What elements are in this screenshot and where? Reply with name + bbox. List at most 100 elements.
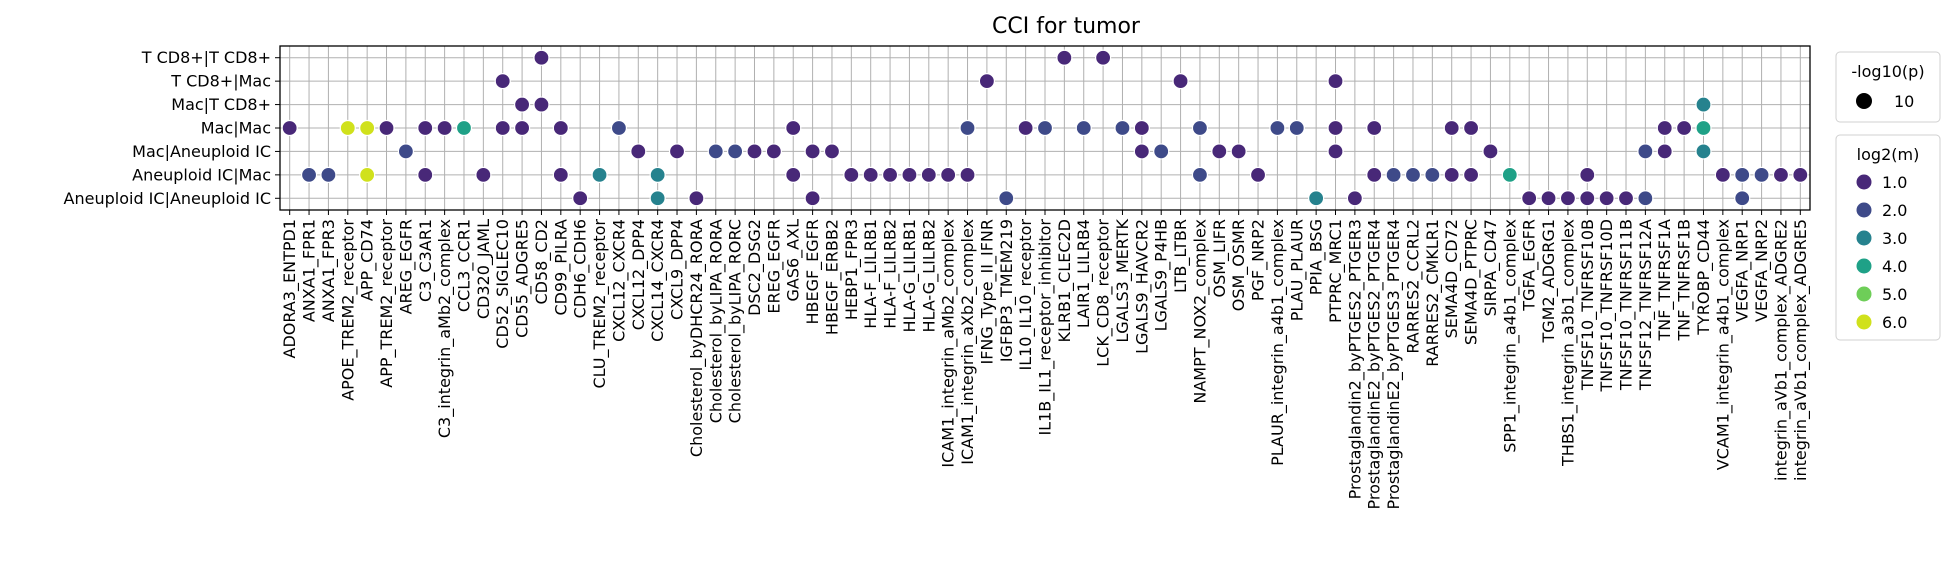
color-legend-label: 6.0 — [1882, 313, 1907, 332]
data-point — [1288, 119, 1305, 137]
x-tick-label: CD320_JAML — [474, 219, 494, 319]
x-tick-label: CXCL12_DPP4 — [629, 219, 649, 330]
data-point — [765, 143, 782, 160]
color-legend-marker — [1856, 202, 1872, 218]
data-point — [417, 166, 434, 183]
x-tick-label: SPP1_integrin_a4b1_complex — [1500, 219, 1520, 453]
data-point — [513, 96, 531, 113]
data-point — [746, 143, 763, 160]
x-tick-label: TNFSF10_TNFRSF10D — [1597, 219, 1617, 392]
x-tick-label: TGM2_ADGRG1 — [1539, 219, 1559, 344]
data-point — [1734, 190, 1751, 207]
data-point — [1695, 119, 1712, 137]
data-point — [785, 166, 802, 183]
data-point — [920, 166, 937, 183]
data-point — [1598, 190, 1615, 207]
data-point — [591, 166, 608, 183]
data-point — [1017, 119, 1034, 137]
x-tick-label: CD99_PILRA — [551, 219, 571, 316]
data-point — [281, 119, 298, 137]
data-point — [1540, 190, 1557, 207]
x-tick-label: CXCL9_DPP4 — [668, 219, 688, 320]
x-tick-label: DSC2_DSG2 — [745, 219, 765, 316]
data-point — [901, 166, 918, 183]
data-point — [1133, 143, 1150, 160]
data-point — [1637, 190, 1654, 207]
x-tick-label: CCL3_CCR1 — [454, 219, 474, 312]
data-point — [1501, 166, 1518, 183]
x-tick-label: TNFSF12_TNFRSF12A — [1636, 219, 1656, 391]
data-point — [1579, 166, 1596, 183]
x-tick-label: APOE_TREM2_receptor — [338, 219, 358, 401]
color-legend-marker — [1856, 286, 1872, 302]
data-point — [1036, 119, 1054, 137]
data-point — [1462, 166, 1480, 183]
data-point — [359, 166, 376, 183]
data-point — [1695, 96, 1712, 113]
data-point — [1133, 119, 1150, 137]
x-tick-label: IGFBP3_TMEM219 — [997, 219, 1017, 362]
x-tick-label: HBEGF_EGFR — [803, 219, 823, 325]
size-legend-label: 10 — [1894, 92, 1914, 111]
y-tick-label: Mac|T CD8+ — [171, 95, 271, 114]
size-legend: -log10(p) 10 — [1835, 51, 1941, 123]
color-legend-label: 3.0 — [1882, 229, 1907, 248]
data-points — [281, 49, 1809, 207]
x-tick-label: NAMPT_NOX2_complex — [1190, 219, 1210, 404]
data-point — [978, 73, 995, 90]
x-tick-label: integrin_aVb1_complex_ADGRE2 — [1771, 219, 1791, 481]
color-legend-label: 2.0 — [1882, 201, 1907, 220]
x-tick-label: APP_CD74 — [358, 219, 378, 301]
x-tick-label: HEBP1_FPR3 — [842, 219, 862, 320]
x-tick-label: HBEGF_ERBB2 — [822, 219, 842, 335]
x-tick-label: CD52_SIGLEC10 — [493, 219, 513, 349]
color-legend-marker — [1856, 314, 1872, 330]
x-tick-label: AREG_EGFR — [396, 219, 416, 314]
x-tick-label: KLRB1_CLEC2D — [1055, 219, 1075, 343]
y-tick-label: Aneuploid IC|Mac — [132, 165, 271, 184]
size-legend-title: -log10(p) — [1851, 62, 1924, 81]
data-point — [843, 166, 860, 183]
x-tick-label: SEMA4D_CD72 — [1442, 219, 1462, 338]
x-tick-label: HLA-F_LILRB2 — [881, 219, 901, 329]
data-point — [320, 166, 337, 183]
x-tick-label: ANXA1_FPR3 — [319, 219, 339, 322]
x-tick-label: TNF_TNFRSF1A — [1655, 219, 1675, 342]
x-tick-label: Cholesterol_byLIPA_RORA — [706, 219, 726, 423]
color-legend-label: 1.0 — [1882, 173, 1907, 192]
x-tick-label: LCK_CD8_receptor — [1094, 219, 1114, 367]
data-point — [1327, 119, 1344, 137]
data-point — [1211, 143, 1228, 160]
x-tick-label: LGALS9_P4HB — [1152, 219, 1172, 331]
data-point — [1656, 119, 1673, 137]
data-point — [707, 143, 724, 160]
data-point — [649, 190, 666, 207]
data-point — [823, 143, 841, 160]
x-tick-label: RARRES2_CMKLR1 — [1423, 219, 1443, 367]
color-legend-label: 4.0 — [1882, 257, 1907, 276]
x-axis-tick-labels: ADORA3_ENTPD1 ANXA1_FPR1 ANXA1_FPR3 APOE_TR… — [280, 210, 1811, 510]
data-point — [1443, 166, 1460, 183]
data-point — [552, 119, 569, 137]
data-point — [339, 119, 356, 137]
x-tick-label: OSM_OSMR — [1229, 219, 1249, 311]
x-tick-label: CD55_ADGRE5 — [513, 219, 533, 338]
x-tick-label: EREG_EGFR — [764, 219, 784, 314]
data-point — [494, 73, 511, 90]
data-point — [785, 119, 802, 137]
x-tick-label: PLAU_PLAUR — [1287, 219, 1307, 321]
x-tick-label: HLA-F_LILRB1 — [861, 219, 881, 329]
data-point — [1482, 143, 1499, 160]
data-point — [475, 166, 492, 183]
x-tick-label: HLA-G_LILRB1 — [900, 219, 920, 332]
x-tick-label: IL10_IL10_receptor — [1016, 219, 1036, 371]
x-tick-label: Cholesterol_byLIPA_RORC — [726, 219, 746, 423]
data-point — [630, 143, 647, 160]
data-point — [727, 143, 744, 160]
color-legend: log2(m) 1.0 2.0 3.0 4.0 5.0 6.0 — [1835, 134, 1941, 341]
x-tick-label: ANXA1_FPR1 — [300, 219, 320, 322]
data-point — [1095, 49, 1112, 66]
data-point — [959, 119, 976, 137]
data-point — [804, 143, 821, 160]
x-tick-label: VCAM1_integrin_a4b1_complex — [1713, 219, 1733, 470]
